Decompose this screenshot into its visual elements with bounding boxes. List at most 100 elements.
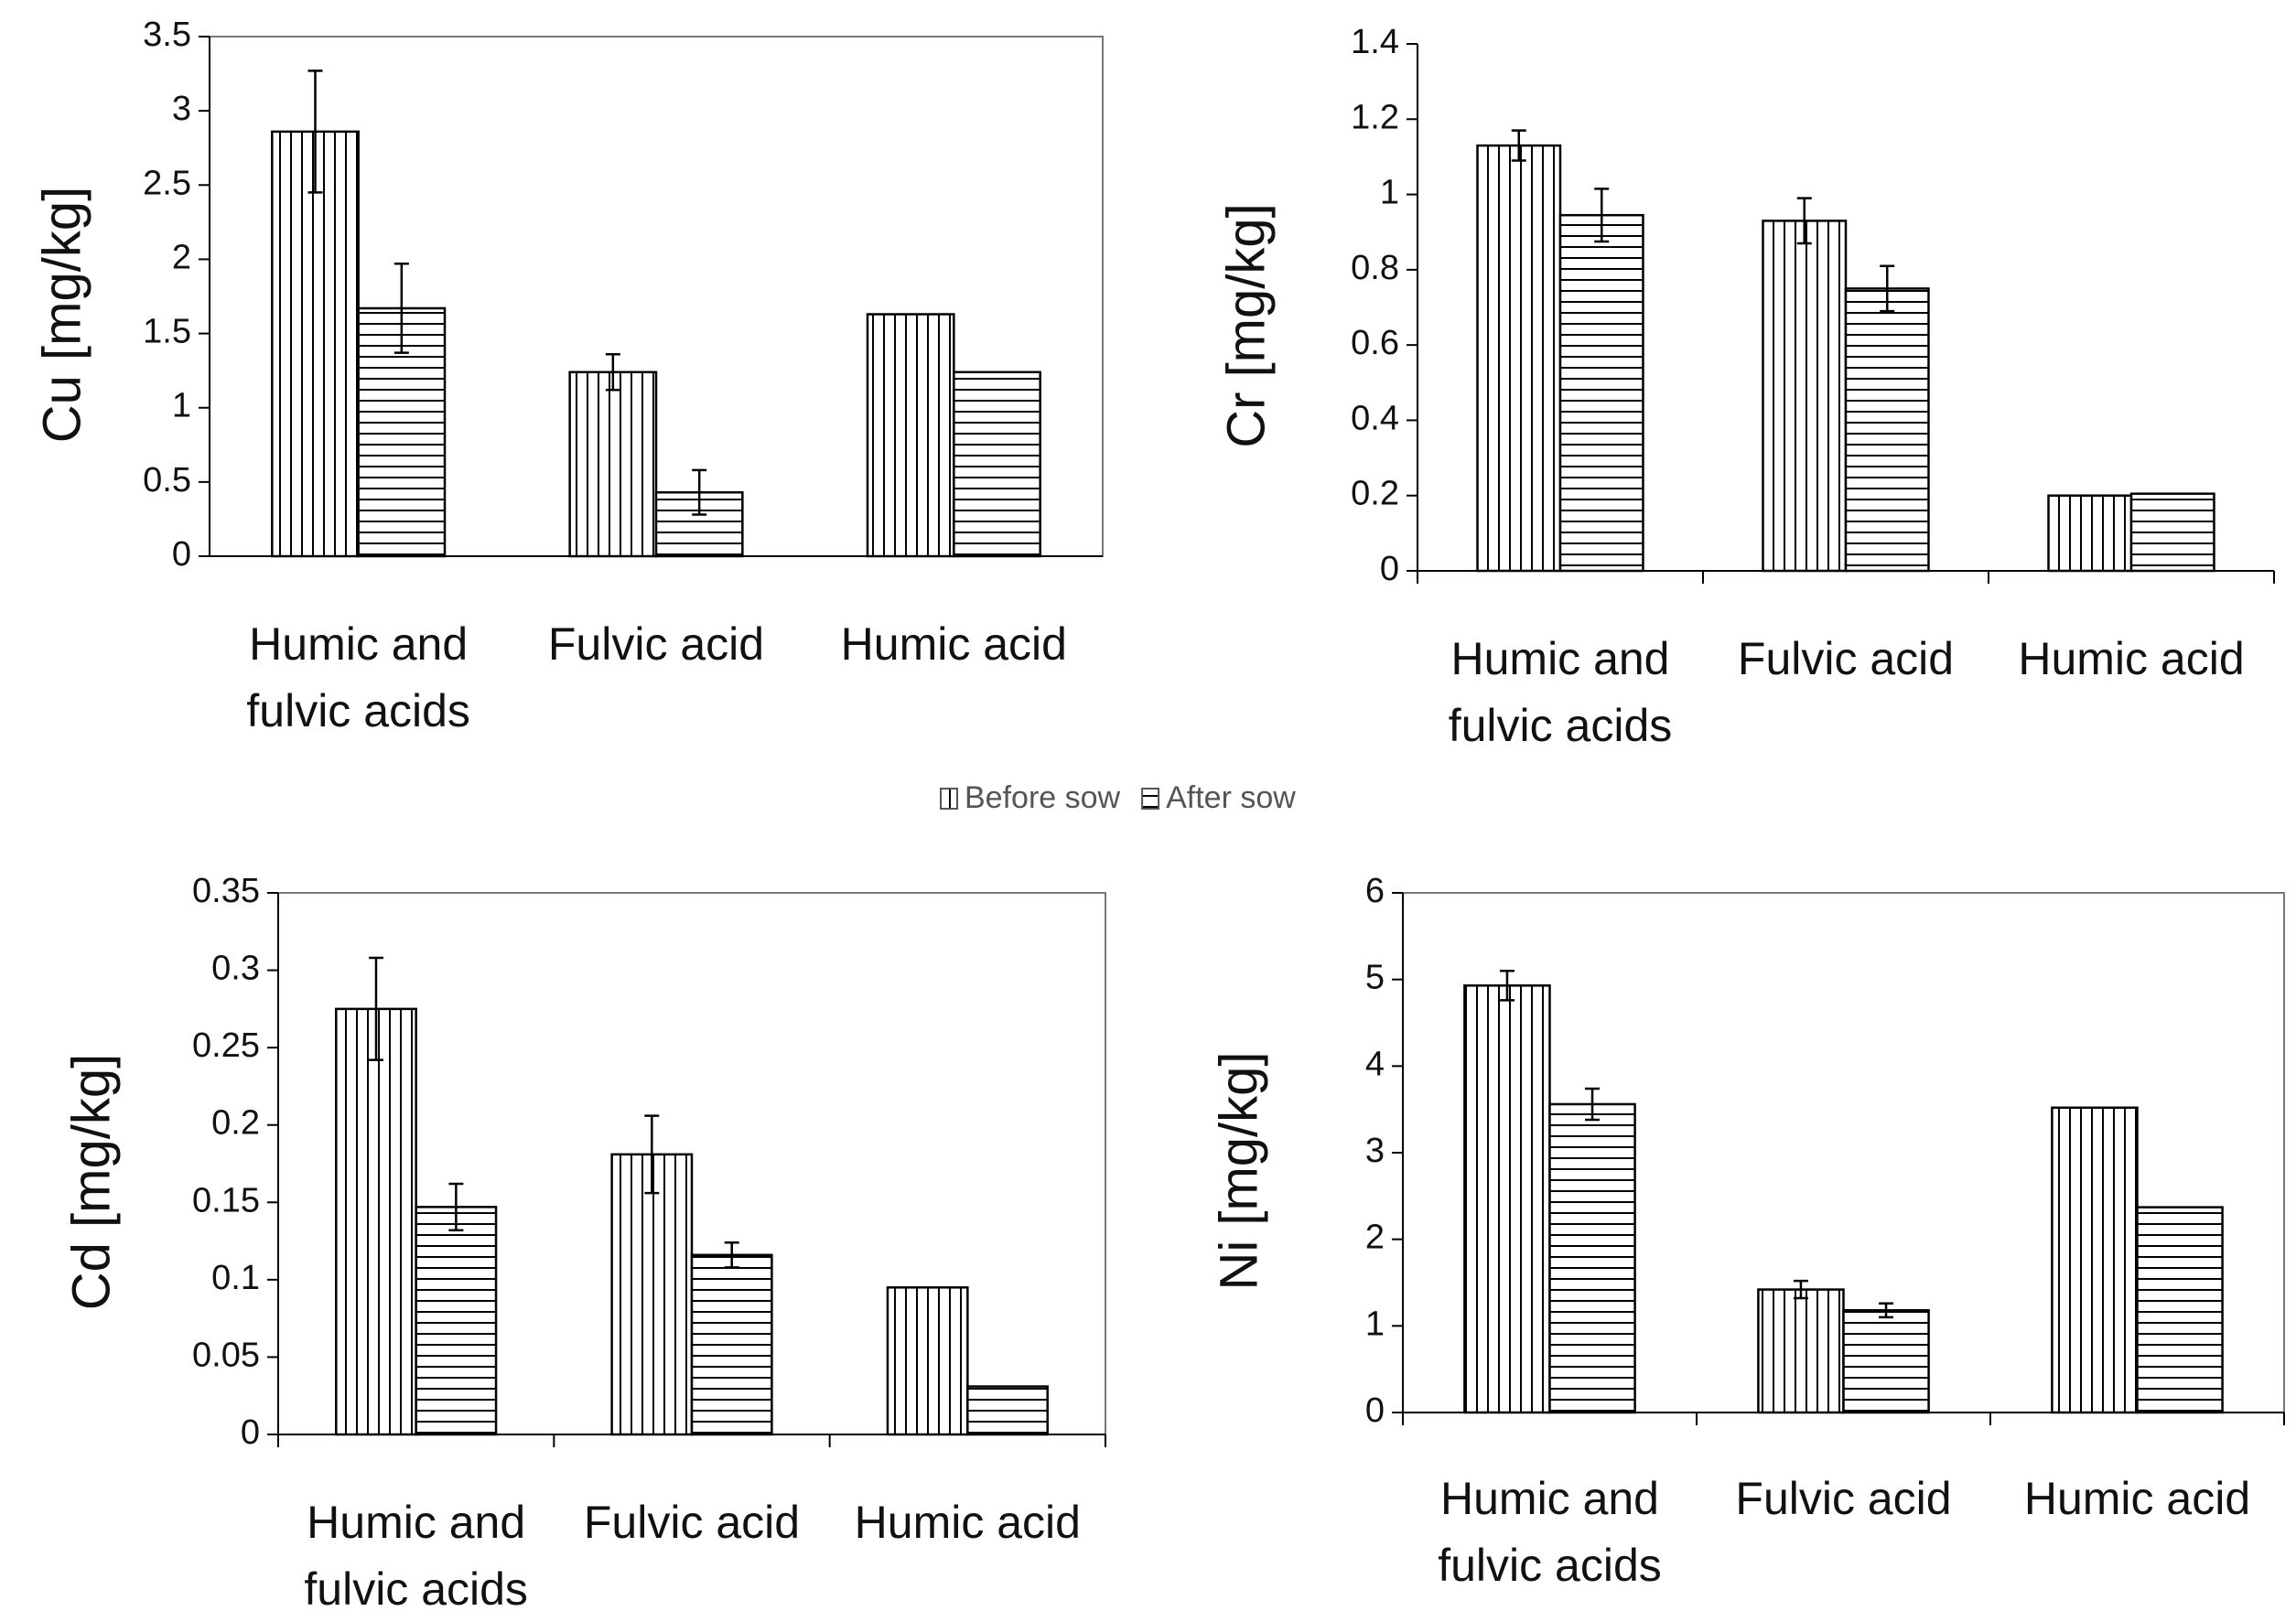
x-tick-label-box: Fulvic acid — [583, 1497, 801, 1548]
y-tick-label: 0.1 — [211, 1259, 260, 1297]
x-tick-label: Fulvic acid — [547, 618, 765, 670]
bar — [1548, 1102, 1636, 1414]
y-tick-label: 0.2 — [1351, 475, 1399, 513]
error-bar — [644, 1114, 660, 1195]
y-tick-label: 0.2 — [211, 1104, 260, 1143]
x-tick-label: Fulvic acid — [1737, 633, 1955, 684]
bar — [1476, 144, 1562, 573]
y-tick-label: 0 — [241, 1413, 260, 1452]
y-tick-label: 4 — [1365, 1045, 1385, 1083]
error-bar — [692, 468, 707, 516]
y-tick-label: 0.8 — [1351, 249, 1399, 287]
legend-swatch — [1141, 788, 1160, 810]
bar — [2129, 492, 2215, 573]
bar — [953, 371, 1041, 558]
x-tick-label-box: Humic acid — [840, 618, 1067, 670]
y-tick-label: 1 — [172, 387, 191, 425]
y-tick-label: 1.5 — [143, 313, 191, 351]
error-bar — [1585, 1087, 1601, 1122]
x-tick-label-box: Humic acid — [2023, 1473, 2251, 1524]
error-bar — [724, 1241, 739, 1269]
error-bar — [393, 263, 409, 354]
y-tick-label: 0.05 — [192, 1336, 260, 1374]
x-tick-label: Humic and fulvic acids — [246, 618, 470, 736]
y-tick-label: 3 — [172, 90, 191, 128]
bar — [690, 1253, 773, 1436]
error-bar — [1880, 264, 1895, 313]
y-tick-label: 0.4 — [1351, 399, 1399, 437]
y-tick-label: 2.5 — [143, 164, 191, 202]
error-bar — [605, 353, 620, 392]
y-tick-label: 0.35 — [192, 872, 260, 910]
y-tick-label: 0.5 — [143, 461, 191, 499]
bar — [654, 490, 744, 558]
error-bar — [1594, 188, 1610, 243]
y-tick-label: 1.4 — [1351, 23, 1399, 61]
x-tick-label: Humic acid — [2023, 1473, 2251, 1524]
bar — [866, 313, 955, 558]
y-tick-label: 6 — [1365, 872, 1385, 910]
y-axis-label: Cu [mg/kg] — [32, 187, 92, 443]
x-tick-label: Humic and fulvic acids — [1448, 633, 1673, 751]
y-tick-label: 0.25 — [192, 1026, 260, 1065]
y-tick-label: 0 — [1380, 550, 1399, 588]
bar — [1757, 1288, 1845, 1414]
bar — [415, 1206, 498, 1436]
x-tick-label-box: Humic acid — [2018, 633, 2245, 684]
x-tick-label: Humic and fulvic acids — [304, 1497, 528, 1615]
x-tick-label: Humic acid — [854, 1497, 1081, 1548]
error-bar — [1796, 197, 1812, 245]
y-axis-label: Cd [mg/kg] — [61, 1054, 121, 1310]
bar — [568, 371, 658, 558]
x-tick-label-box: Fulvic acid — [1735, 1473, 1952, 1524]
bar — [1762, 220, 1848, 573]
bar — [2047, 494, 2133, 573]
bar — [271, 130, 360, 558]
error-bar — [1499, 969, 1514, 1002]
x-tick-label-box: Humic acid — [854, 1497, 1081, 1548]
bar — [966, 1385, 1049, 1436]
x-tick-label: Humic acid — [2018, 633, 2245, 684]
x-tick-label-box: Fulvic acid — [547, 618, 765, 670]
x-tick-label: Fulvic acid — [583, 1497, 801, 1548]
bar — [610, 1153, 694, 1436]
bar — [1842, 1309, 1930, 1414]
bar — [1463, 984, 1551, 1414]
y-tick-label: 2 — [1365, 1219, 1385, 1257]
x-tick-label-box: Fulvic acid — [1737, 633, 1955, 684]
x-tick-label-box: Humic and fulvic acids — [1438, 1473, 1662, 1591]
bar — [2136, 1206, 2224, 1414]
y-tick-label: 1 — [1380, 174, 1399, 212]
x-tick-label-box: Humic and fulvic acids — [1448, 633, 1673, 751]
legend-label: Before sow — [965, 780, 1121, 815]
bar — [1558, 213, 1644, 573]
legend-label: After sow — [1166, 780, 1296, 815]
x-tick-label: Humic acid — [840, 618, 1067, 670]
error-bar — [368, 956, 383, 1061]
error-bar — [307, 70, 323, 194]
x-tick-label-box: Humic and fulvic acids — [246, 618, 470, 736]
x-tick-label-box: Humic and fulvic acids — [304, 1497, 528, 1615]
y-axis-label: Cr [mg/kg] — [1216, 203, 1276, 448]
y-tick-label: 2 — [172, 238, 191, 276]
y-tick-label: 0 — [172, 535, 191, 574]
y-axis-label: Ni [mg/kg] — [1209, 1051, 1268, 1290]
y-tick-label: 0.6 — [1351, 324, 1399, 362]
y-tick-label: 3.5 — [143, 16, 191, 54]
x-tick-label: Fulvic acid — [1735, 1473, 1952, 1524]
bar — [1844, 287, 1930, 573]
y-tick-label: 3 — [1365, 1132, 1385, 1170]
y-tick-label: 5 — [1365, 959, 1385, 997]
error-bar — [1793, 1279, 1808, 1300]
error-bar — [1511, 129, 1526, 162]
x-tick-label: Humic and fulvic acids — [1438, 1473, 1662, 1591]
y-tick-label: 0.3 — [211, 950, 260, 988]
y-tick-label: 1 — [1365, 1305, 1385, 1343]
bar — [886, 1286, 969, 1436]
error-bar — [1879, 1302, 1894, 1319]
y-tick-label: 0.15 — [192, 1181, 260, 1219]
bar — [2051, 1106, 2139, 1414]
legend-swatch — [940, 788, 958, 810]
y-tick-label: 1.2 — [1351, 98, 1399, 136]
